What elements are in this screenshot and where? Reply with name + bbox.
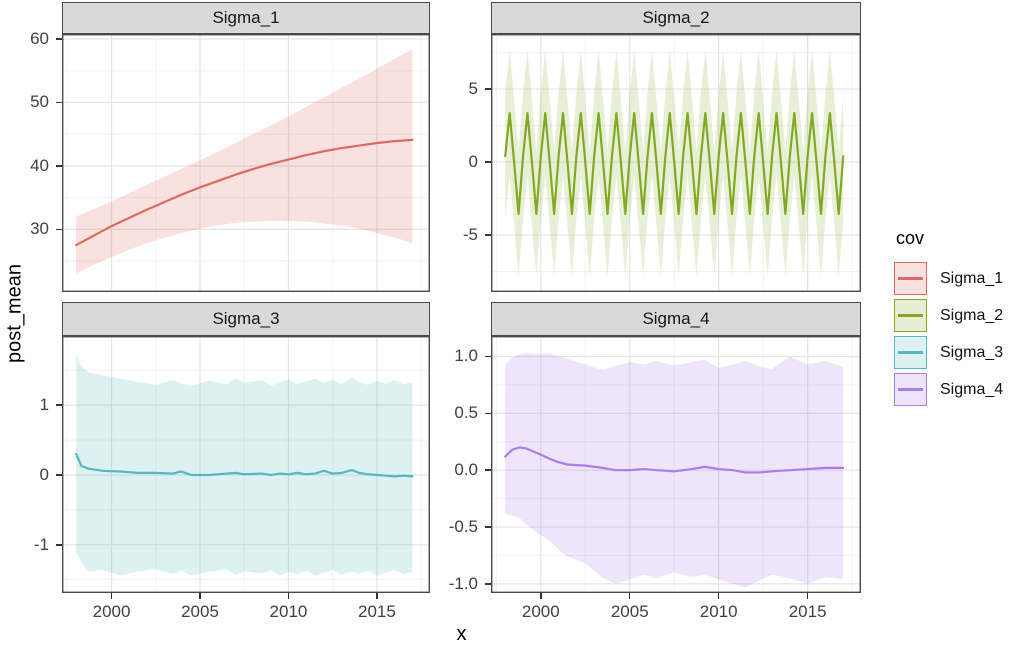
facet-strip-label: Sigma_2 (642, 8, 710, 27)
y-tick-label: 60 (30, 29, 49, 49)
plot-2 (62, 336, 430, 593)
legend-key-swatch (894, 336, 927, 369)
mean-line (75, 138, 414, 247)
legend-key-line (898, 388, 923, 391)
y-tick-mark (485, 234, 491, 236)
x-tick-mark (110, 593, 113, 599)
legend-key-line (898, 351, 923, 354)
legend-item: Sigma_4 (894, 373, 1003, 406)
legend-key-line (898, 314, 923, 317)
y-tick-label: -1 (33, 534, 49, 554)
legend-items: Sigma_1 Sigma_2 Sigma_3 Sigma_4 (894, 262, 1003, 406)
legend-item-label: Sigma_3 (940, 343, 1004, 361)
plot-0 (62, 34, 430, 292)
x-tick-mark (540, 593, 542, 599)
y-tick-label: 50 (30, 92, 49, 112)
y-tick-label: 0 (39, 464, 49, 484)
y-tick-mark (485, 583, 491, 585)
y-tick-label: -0.5 (448, 517, 478, 537)
y-tick-label: 1.0 (454, 346, 478, 366)
ci-ribbon (505, 353, 844, 588)
mean-line (504, 446, 845, 474)
x-tick-mark (806, 593, 809, 599)
legend-key-swatch (894, 299, 927, 332)
facet-strip-sigma-2: Sigma_2 (491, 2, 861, 34)
y-tick-mark (485, 355, 491, 358)
x-tick-label: 2015 (357, 602, 396, 621)
y-tick-label: 0.5 (454, 403, 478, 423)
panel-border (491, 34, 861, 292)
plot-3 (491, 336, 861, 593)
y-axis-title: post_mean (3, 264, 26, 363)
y-tick-label: 0.0 (454, 460, 478, 480)
x-tick-label: 2005 (610, 602, 649, 621)
x-tick-mark (287, 593, 290, 599)
legend-title: cov (896, 228, 925, 248)
legend-item-label: Sigma_4 (940, 380, 1004, 398)
facet-strip-label: Sigma_4 (642, 309, 710, 328)
x-tick-label: 2000 (521, 602, 560, 621)
legend-item: Sigma_2 (894, 299, 1003, 332)
mean-line (504, 112, 845, 215)
y-tick-label: -1.0 (448, 573, 478, 593)
y-tick-mark (485, 469, 491, 471)
legend-key-swatch (894, 373, 927, 406)
y-tick-mark (56, 544, 62, 546)
facet-strip-label: Sigma_3 (212, 309, 280, 328)
y-tick-label: 40 (30, 155, 49, 175)
y-tick-mark (56, 101, 62, 104)
y-tick-mark (56, 404, 62, 406)
y-tick-mark (56, 38, 62, 40)
legend-item-label: Sigma_2 (940, 306, 1004, 324)
y-tick-label: 5 (468, 79, 478, 99)
y-tick-label: -5 (462, 225, 478, 245)
mean-line (75, 452, 414, 478)
x-tick-label: 2005 (181, 602, 219, 621)
panel-border (491, 336, 861, 593)
plot-1 (491, 34, 861, 292)
facet-strip-sigma-1: Sigma_1 (62, 2, 430, 34)
x-tick-mark (629, 593, 631, 599)
y-tick-label: 0 (468, 152, 478, 172)
panel-border (62, 336, 430, 593)
legend-item-label: Sigma_1 (940, 269, 1004, 287)
legend-key-line (898, 277, 923, 280)
y-tick-mark (56, 474, 62, 476)
legend: cov Sigma_1 Sigma_2 Sigma_3 Sigma_4 (894, 228, 1003, 410)
y-tick-mark (56, 165, 62, 167)
ci-ribbon (76, 352, 413, 576)
facet-strip-label: Sigma_1 (212, 8, 280, 27)
y-tick-label: 30 (30, 219, 49, 239)
legend-key-swatch (894, 262, 927, 295)
y-tick-mark (485, 88, 491, 90)
ci-ribbon (76, 49, 413, 274)
legend-item: Sigma_3 (894, 336, 1003, 369)
x-tick-mark (376, 593, 378, 599)
y-tick-label: 1 (39, 395, 49, 415)
x-tick-mark (717, 593, 720, 599)
x-tick-label: 2010 (699, 602, 738, 621)
y-tick-mark (485, 161, 491, 163)
x-tick-label: 2015 (788, 602, 827, 621)
y-tick-mark (56, 228, 62, 230)
facet-strip-sigma-4: Sigma_4 (491, 302, 861, 336)
x-axis-title: x (456, 623, 467, 645)
x-tick-label: 2000 (92, 602, 131, 621)
facet-strip-sigma-3: Sigma_3 (62, 302, 430, 336)
y-tick-mark (485, 412, 491, 415)
x-tick-mark (199, 593, 201, 599)
y-tick-mark (485, 526, 491, 528)
legend-item: Sigma_1 (894, 262, 1003, 295)
x-tick-label: 2010 (269, 602, 308, 621)
panel-border (62, 34, 430, 292)
